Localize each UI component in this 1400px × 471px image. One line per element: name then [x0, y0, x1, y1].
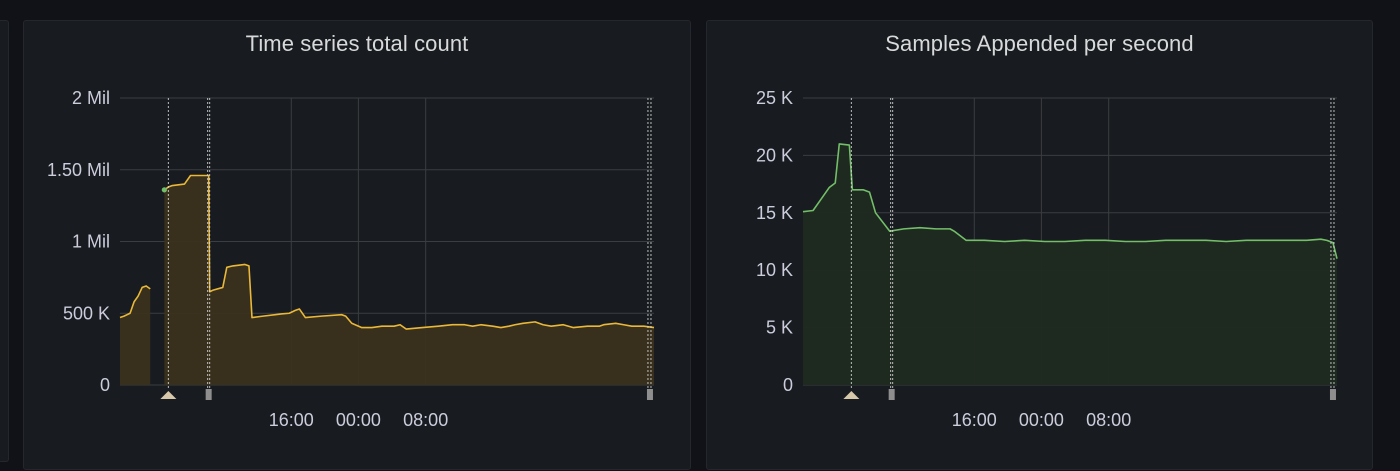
- annotation-marker: [1329, 389, 1336, 400]
- series-line: [163, 174, 655, 330]
- series-line: [119, 285, 151, 319]
- x-tick-label: 16:00: [269, 410, 314, 430]
- annotation-marker: [205, 389, 212, 400]
- y-tick-label: 1 Mil: [72, 232, 110, 252]
- series-area: [803, 143, 1337, 385]
- series-area: [164, 175, 654, 385]
- y-tick-label: 0: [100, 375, 110, 395]
- x-tick-label: 08:00: [1086, 410, 1131, 430]
- y-tick-label: 5 K: [766, 318, 793, 338]
- y-tick-label: 2 Mil: [72, 88, 110, 108]
- y-tick-label: 10 K: [756, 260, 793, 280]
- y-tick-label: 25 K: [756, 88, 793, 108]
- y-tick-label: 0: [783, 375, 793, 395]
- y-tick-label: 15 K: [756, 203, 793, 223]
- y-tick-label: 500 K: [63, 303, 110, 323]
- annotation-marker: [160, 391, 177, 399]
- panel-title[interactable]: Time series total count: [245, 31, 469, 56]
- annotation-marker: [646, 389, 653, 400]
- panel-time-series-total-count[interactable]: Time series total count 0 500 K 1 Mil 1.50 …: [23, 20, 691, 470]
- series-area: [120, 285, 151, 385]
- series-line: [802, 143, 1338, 259]
- annotation-marker: [888, 389, 895, 400]
- time-series-total-count-chart: 0 500 K 1 Mil 1.50 Mil 2 Mil 16:00 00:00 08:00: [47, 88, 655, 430]
- panel-samples-appended-per-second[interactable]: Samples Appended per second 0 5 K 10 K 15 K…: [706, 20, 1373, 470]
- annotation-marker: [843, 391, 860, 399]
- adjacent-panel-edge: [0, 20, 9, 462]
- series-point: [161, 187, 167, 193]
- y-tick-label: 20 K: [756, 145, 793, 165]
- panel-title[interactable]: Samples Appended per second: [885, 31, 1194, 56]
- x-tick-label: 00:00: [1019, 410, 1064, 430]
- y-tick-label: 1.50 Mil: [47, 160, 110, 180]
- samples-appended-chart: 0 5 K 10 K 15 K 20 K 25 K 16:00 00:00 08:00: [756, 88, 1338, 430]
- x-tick-label: 08:00: [403, 410, 448, 430]
- x-tick-label: 00:00: [336, 410, 381, 430]
- x-tick-label: 16:00: [952, 410, 997, 430]
